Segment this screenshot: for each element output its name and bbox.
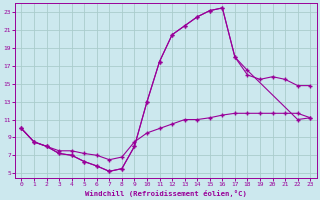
X-axis label: Windchill (Refroidissement éolien,°C): Windchill (Refroidissement éolien,°C) — [85, 190, 247, 197]
